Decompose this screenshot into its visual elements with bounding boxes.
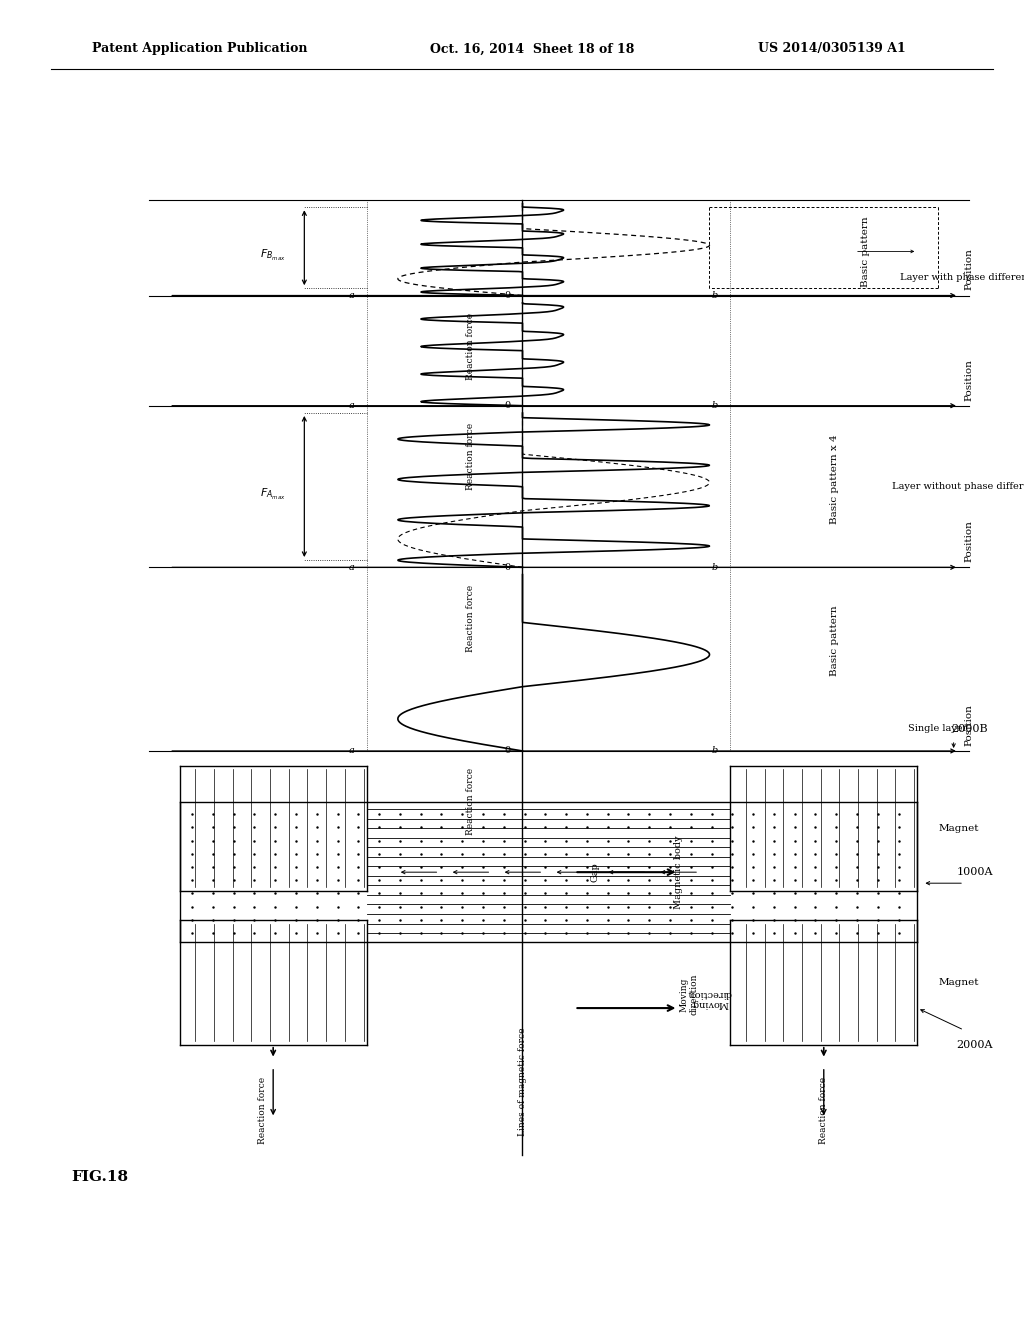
Text: 0: 0 bbox=[505, 401, 511, 411]
Text: Oct. 16, 2014  Sheet 18 of 18: Oct. 16, 2014 Sheet 18 of 18 bbox=[430, 42, 635, 55]
Text: b: b bbox=[712, 401, 718, 411]
Text: Single layer: Single layer bbox=[908, 725, 968, 734]
Text: Reaction force: Reaction force bbox=[466, 768, 475, 836]
Text: Position: Position bbox=[965, 704, 974, 746]
Text: a: a bbox=[349, 401, 354, 411]
Text: Magnet: Magnet bbox=[939, 978, 979, 987]
Text: 2000A: 2000A bbox=[956, 1040, 992, 1049]
Text: a: a bbox=[349, 290, 354, 300]
Text: a: a bbox=[349, 747, 354, 755]
Text: Moving
direction: Moving direction bbox=[687, 989, 732, 1008]
Text: Reaction force: Reaction force bbox=[258, 1077, 267, 1144]
Text: Reaction force: Reaction force bbox=[466, 422, 475, 490]
Text: Lines of magnetic force: Lines of magnetic force bbox=[518, 1027, 527, 1135]
Text: Basic pattern x 4: Basic pattern x 4 bbox=[829, 434, 839, 524]
Text: Position: Position bbox=[965, 359, 974, 401]
Text: b: b bbox=[712, 562, 718, 572]
Text: 2000B: 2000B bbox=[951, 723, 987, 734]
Text: Layer without phase difference: Layer without phase difference bbox=[892, 482, 1024, 491]
Text: $F_{B_{max}}$: $F_{B_{max}}$ bbox=[260, 248, 286, 263]
Text: Gap: Gap bbox=[591, 862, 600, 882]
Text: 0: 0 bbox=[505, 562, 511, 572]
Text: 0: 0 bbox=[505, 747, 511, 755]
Text: Layer with phase difference: Layer with phase difference bbox=[900, 273, 1024, 281]
Text: Reaction force: Reaction force bbox=[819, 1077, 828, 1144]
Text: b: b bbox=[712, 747, 718, 755]
Text: 0: 0 bbox=[505, 290, 511, 300]
Text: 1000A: 1000A bbox=[956, 867, 992, 878]
Text: Moving
direction: Moving direction bbox=[679, 974, 698, 1015]
Text: Magnet: Magnet bbox=[939, 824, 979, 833]
Text: FIG.18: FIG.18 bbox=[72, 1171, 129, 1184]
Text: $F_{A_{max}}$: $F_{A_{max}}$ bbox=[260, 487, 286, 502]
Text: Reaction force: Reaction force bbox=[466, 585, 475, 652]
Text: b: b bbox=[712, 290, 718, 300]
Text: a: a bbox=[349, 562, 354, 572]
Text: Position: Position bbox=[965, 520, 974, 562]
Text: Position: Position bbox=[965, 248, 974, 290]
Text: Magnetic body: Magnetic body bbox=[674, 836, 683, 909]
Text: Reaction force: Reaction force bbox=[466, 313, 475, 380]
Text: Basic pattern: Basic pattern bbox=[861, 216, 869, 286]
Text: Basic pattern: Basic pattern bbox=[829, 606, 839, 676]
Text: US 2014/0305139 A1: US 2014/0305139 A1 bbox=[758, 42, 905, 55]
Text: Patent Application Publication: Patent Application Publication bbox=[92, 42, 307, 55]
